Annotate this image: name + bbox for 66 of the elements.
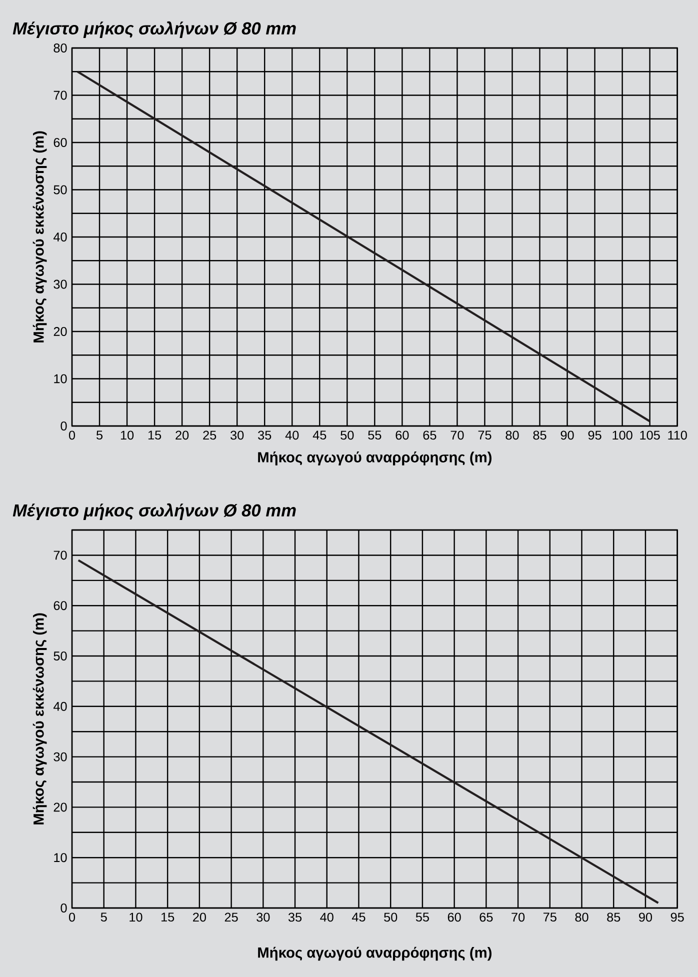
y-tick-label: 80 xyxy=(54,44,67,52)
y-tick-label: 10 xyxy=(54,853,67,862)
y-tick-label: 0 xyxy=(60,904,67,912)
y-tick-label: 60 xyxy=(54,138,67,147)
x-tick-label: 15 xyxy=(161,912,174,922)
y-tick-label: 30 xyxy=(54,280,67,289)
y-axis-title: Μήκος αγωγού εκκένωσης (m) xyxy=(32,613,47,824)
x-tick-label: 65 xyxy=(480,912,493,922)
x-tick-label: 85 xyxy=(607,912,620,922)
x-axis-title: Μήκος αγωγού αναρρόφησης (m) xyxy=(258,452,492,466)
x-tick-label: 5 xyxy=(100,912,107,922)
x-tick-label: 20 xyxy=(176,430,189,440)
x-tick-label: 50 xyxy=(384,912,398,922)
x-tick-label: 25 xyxy=(203,430,216,440)
chart-title: Μέγιστο μήκος σωλήνων Ø 80 mm xyxy=(12,21,296,38)
y-axis-title: Μήκος αγωγού εκκένωσης (m) xyxy=(32,131,47,342)
x-tick-label: 90 xyxy=(639,912,652,922)
x-tick-label: 95 xyxy=(670,912,684,922)
x-tick-label: 30 xyxy=(256,912,270,922)
x-tick-label: 5 xyxy=(96,430,103,440)
y-tick-label: 70 xyxy=(54,90,67,100)
x-tick-label: 95 xyxy=(588,430,602,440)
x-tick-label: 20 xyxy=(193,912,206,922)
x-tick-label: 55 xyxy=(416,912,429,922)
x-tick-label: 15 xyxy=(148,430,162,440)
y-tick-label: 50 xyxy=(54,185,67,194)
x-tick-label: 100 xyxy=(612,430,632,440)
y-tick-label: 50 xyxy=(54,652,67,660)
y-tick-label: 60 xyxy=(54,601,67,610)
x-tick-label: 30 xyxy=(230,430,244,440)
x-tick-label: 50 xyxy=(340,430,354,440)
y-tick-label: 10 xyxy=(54,374,67,384)
x-tick-label: 80 xyxy=(575,912,588,922)
x-tick-label: 40 xyxy=(285,430,299,440)
x-tick-label: 75 xyxy=(478,430,492,440)
x-tick-label: 85 xyxy=(533,430,546,440)
x-tick-label: 35 xyxy=(258,430,272,440)
x-tick-label: 60 xyxy=(396,430,409,440)
x-tick-label: 75 xyxy=(543,912,556,922)
chart-title: Μέγιστο μήκος σωλήνων Ø 80 mm xyxy=(12,503,296,520)
x-tick-label: 45 xyxy=(352,912,366,922)
x-tick-label: 10 xyxy=(120,430,134,440)
y-tick-label: 0 xyxy=(60,422,67,430)
x-tick-label: 55 xyxy=(368,430,382,440)
x-tick-label: 90 xyxy=(560,430,574,440)
x-tick-label: 0 xyxy=(68,912,76,922)
x-tick-label: 10 xyxy=(130,912,142,922)
x-tick-label: 105 xyxy=(640,430,660,440)
y-tick-label: 40 xyxy=(53,232,67,242)
x-tick-label: 35 xyxy=(288,912,302,922)
x-tick-label: 80 xyxy=(506,430,519,440)
x-tick-label: 45 xyxy=(312,430,326,440)
x-axis-title: Μήκος αγωγού αναρρόφησης (m) xyxy=(258,946,492,961)
y-tick-label: 30 xyxy=(54,752,67,762)
y-tick-label: 70 xyxy=(54,550,67,560)
x-tick-label: 60 xyxy=(448,912,461,922)
x-tick-label: 25 xyxy=(224,912,238,922)
y-tick-label: 20 xyxy=(54,327,67,336)
y-tick-label: 20 xyxy=(54,802,67,812)
x-tick-label: 110 xyxy=(668,430,687,440)
x-tick-label: 70 xyxy=(512,912,525,922)
x-tick-label: 70 xyxy=(450,430,464,440)
y-tick-label: 40 xyxy=(53,702,67,711)
x-tick-label: 40 xyxy=(320,912,334,922)
x-tick-label: 65 xyxy=(423,430,436,440)
x-tick-label: 0 xyxy=(68,430,76,440)
